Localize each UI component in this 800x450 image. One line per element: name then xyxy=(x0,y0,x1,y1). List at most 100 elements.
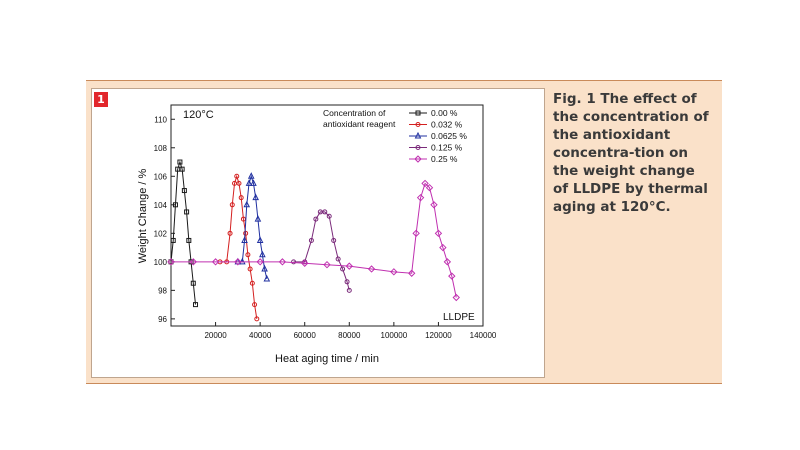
data-point xyxy=(345,262,353,270)
y-tick-label: 100 xyxy=(154,258,168,267)
x-tick-label: 40000 xyxy=(249,331,272,340)
data-point xyxy=(263,274,271,282)
y-tick-label: 110 xyxy=(154,115,167,124)
data-point xyxy=(247,266,253,272)
data-point xyxy=(256,258,264,266)
data-point xyxy=(322,209,328,215)
data-point xyxy=(193,302,199,308)
data-point xyxy=(326,213,332,219)
data-point xyxy=(344,279,350,285)
y-axis-label: Weight Change / % xyxy=(137,168,149,263)
data-point xyxy=(181,188,187,194)
y-tick-label: 96 xyxy=(158,315,167,324)
data-point xyxy=(308,237,314,243)
legend-title-line1: Concentration of xyxy=(323,108,386,118)
data-point xyxy=(170,237,176,243)
x-tick-label: 140000 xyxy=(470,331,497,340)
data-point xyxy=(234,258,242,266)
legend-marker xyxy=(414,155,422,163)
x-tick-label: 80000 xyxy=(338,331,361,340)
data-point xyxy=(234,173,240,179)
legend-marker xyxy=(415,122,421,127)
data-point xyxy=(313,216,319,222)
x-axis-label: Heat aging time / min xyxy=(275,353,379,365)
legend-entry-label: 0.125 % xyxy=(431,143,463,153)
data-point xyxy=(252,302,258,308)
legend-entry-label: 0.032 % xyxy=(431,120,463,130)
data-point xyxy=(425,183,434,192)
material-label: LLDPE xyxy=(443,312,475,323)
data-point xyxy=(323,260,331,269)
data-point xyxy=(434,229,443,238)
data-point xyxy=(254,316,260,322)
data-point xyxy=(229,202,235,208)
data-point xyxy=(261,264,268,272)
y-tick-label: 102 xyxy=(154,229,168,238)
legend-marker xyxy=(415,145,421,150)
data-point xyxy=(335,256,341,262)
caption-text: Fig. 1 The effect of the concentration o… xyxy=(553,91,709,215)
data-point xyxy=(241,236,248,243)
data-point xyxy=(243,230,249,236)
data-point xyxy=(259,250,266,258)
series-4 xyxy=(167,179,460,302)
data-point xyxy=(250,179,257,186)
series-1 xyxy=(217,173,260,322)
x-tick-label: 60000 xyxy=(294,331,317,340)
data-point xyxy=(443,258,452,266)
x-tick-label: 120000 xyxy=(425,331,452,340)
series-0 xyxy=(168,159,199,308)
data-point xyxy=(249,280,255,286)
data-point xyxy=(412,229,420,238)
data-point xyxy=(390,268,398,276)
data-point xyxy=(245,179,253,186)
figure-caption: Fig. 1 The effect of the concentration o… xyxy=(553,90,713,216)
data-point xyxy=(247,172,255,179)
series-line xyxy=(171,182,457,298)
data-point xyxy=(416,193,425,202)
data-point xyxy=(245,252,251,258)
data-point xyxy=(190,280,196,286)
y-tick-label: 98 xyxy=(158,286,167,295)
plot-area-frame xyxy=(170,104,484,327)
legend-title-line2: antioxidant reagent xyxy=(323,119,396,129)
series-line xyxy=(293,211,350,291)
data-point xyxy=(243,200,251,208)
figure-frame xyxy=(91,88,545,378)
data-point xyxy=(177,159,183,165)
series-3 xyxy=(291,209,352,293)
data-point xyxy=(367,265,376,273)
legend-entry-label: 0.00 % xyxy=(431,108,458,118)
y-tick-label: 106 xyxy=(154,172,168,181)
legend-entry-label: 0.25 % xyxy=(431,154,458,164)
x-tick-label: 100000 xyxy=(381,331,408,340)
y-tick-label: 108 xyxy=(154,144,168,153)
data-point xyxy=(252,193,259,201)
legend-entry-label: 0.0625 % xyxy=(431,131,467,141)
data-point xyxy=(291,259,297,265)
data-point xyxy=(452,293,460,302)
series-line xyxy=(237,174,268,280)
y-tick-label: 104 xyxy=(154,201,168,210)
legend: Concentration of antioxidant reagent 0.0… xyxy=(323,108,467,164)
data-point xyxy=(301,259,309,267)
data-point xyxy=(340,266,346,272)
data-point xyxy=(407,269,416,277)
series-line xyxy=(170,160,197,305)
data-point xyxy=(278,258,287,266)
data-point xyxy=(254,214,262,222)
series-line xyxy=(220,174,258,319)
temperature-label: 120°C xyxy=(183,109,214,121)
data-point xyxy=(236,180,242,186)
data-point xyxy=(238,195,244,201)
data-point xyxy=(211,258,220,266)
data-point xyxy=(184,209,190,215)
data-point xyxy=(179,166,185,172)
data-point xyxy=(186,237,192,243)
data-point xyxy=(430,201,438,209)
data-point xyxy=(331,237,337,243)
data-point xyxy=(421,179,429,188)
legend-marker xyxy=(414,131,422,139)
data-point xyxy=(346,287,352,293)
data-point xyxy=(172,202,178,208)
